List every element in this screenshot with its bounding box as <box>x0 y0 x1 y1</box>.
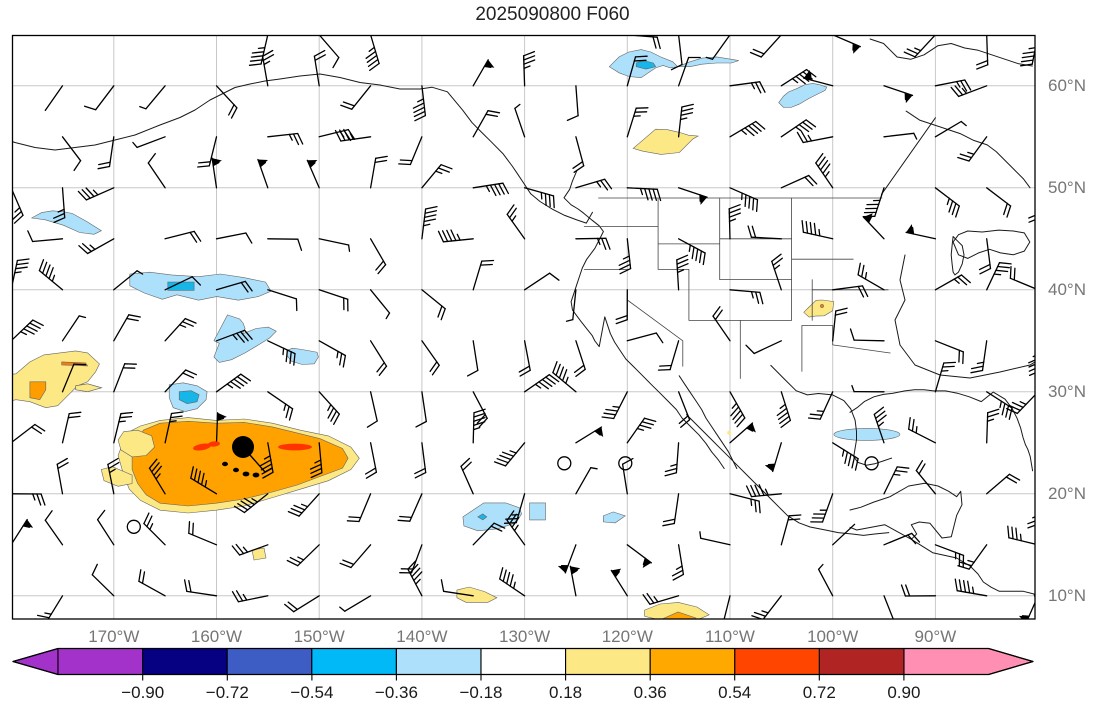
svg-text:0.18: 0.18 <box>549 683 582 702</box>
svg-text:60°N: 60°N <box>1048 76 1086 95</box>
svg-text:160°W: 160°W <box>191 627 242 646</box>
svg-text:50°N: 50°N <box>1048 178 1086 197</box>
svg-text:170°W: 170°W <box>88 627 139 646</box>
svg-text:140°W: 140°W <box>396 627 447 646</box>
svg-text:110°W: 110°W <box>705 627 755 646</box>
svg-text:10°N: 10°N <box>1048 586 1086 605</box>
svg-text:120°W: 120°W <box>602 627 653 646</box>
svg-text:20°N: 20°N <box>1048 484 1086 503</box>
svg-text:0.54: 0.54 <box>718 683 751 702</box>
svg-text:150°W: 150°W <box>294 627 345 646</box>
svg-text:−0.72: −0.72 <box>206 683 249 702</box>
svg-text:0.36: 0.36 <box>634 683 667 702</box>
svg-text:2025090800 F060: 2025090800 F060 <box>475 4 629 25</box>
svg-text:130°W: 130°W <box>499 627 550 646</box>
svg-text:−0.36: −0.36 <box>375 683 418 702</box>
svg-text:40°N: 40°N <box>1048 280 1086 299</box>
svg-text:0.72: 0.72 <box>803 683 836 702</box>
svg-text:100°W: 100°W <box>807 627 858 646</box>
svg-text:30°N: 30°N <box>1048 382 1086 401</box>
svg-text:−0.18: −0.18 <box>459 683 502 702</box>
svg-text:−0.54: −0.54 <box>290 683 333 702</box>
svg-text:90°W: 90°W <box>915 627 957 646</box>
svg-text:0.90: 0.90 <box>887 683 920 702</box>
svg-text:−0.90: −0.90 <box>121 683 164 702</box>
